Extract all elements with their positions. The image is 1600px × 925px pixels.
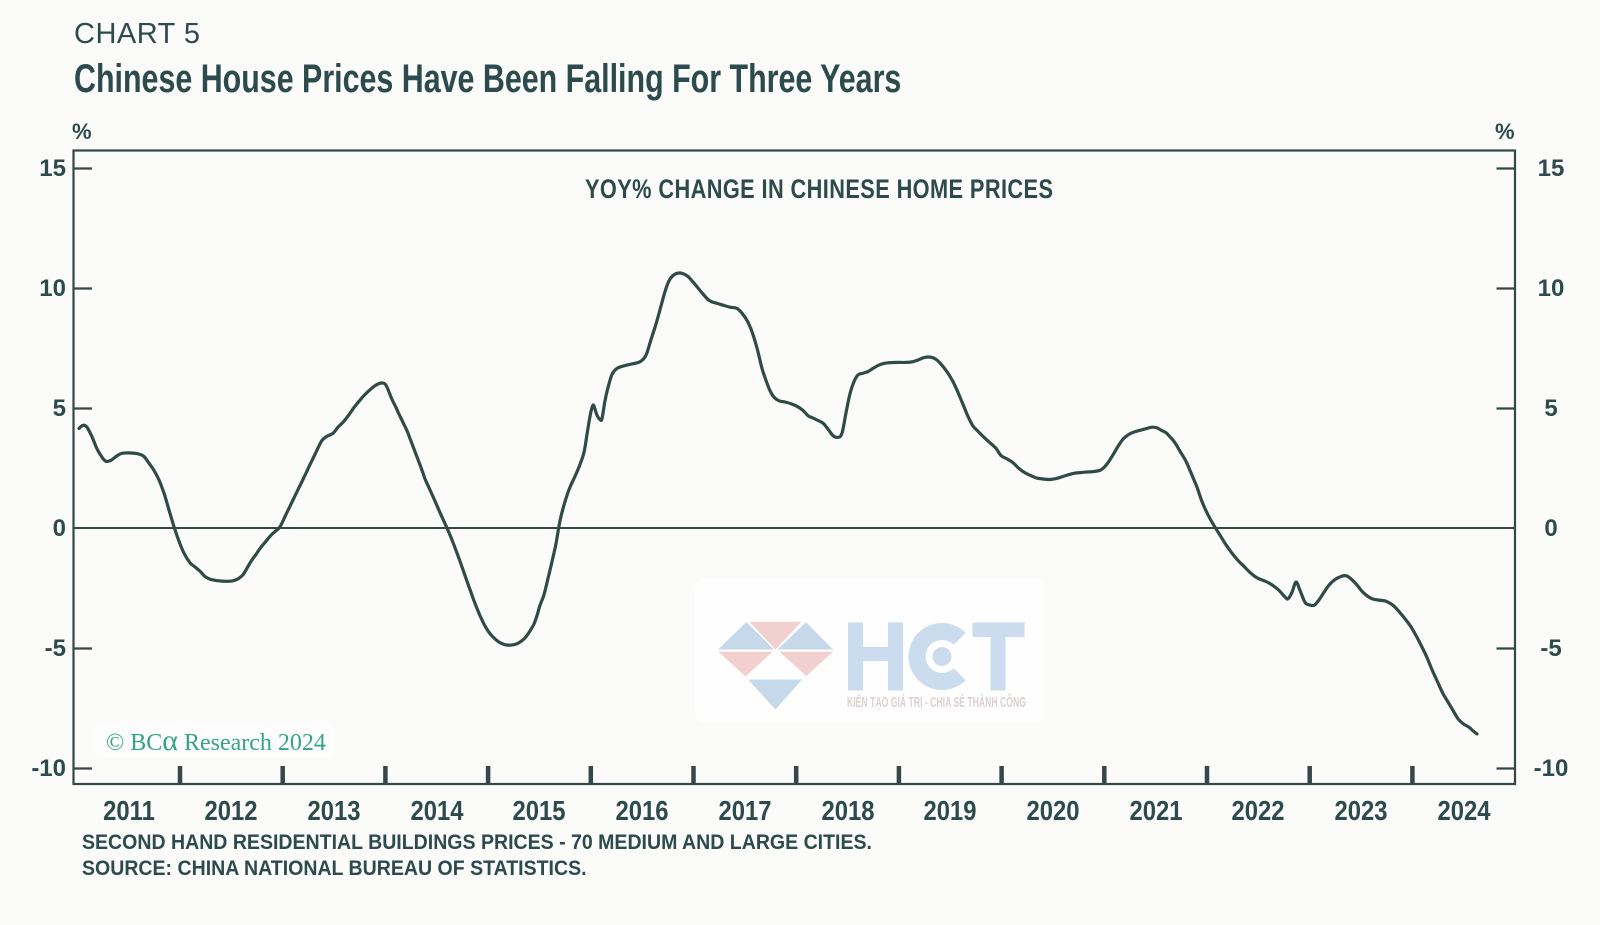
- svg-text:KIẾN TẠO GIÁ TRỊ - CHIA SẺ THÀ: KIẾN TẠO GIÁ TRỊ - CHIA SẺ THÀNH CÔNG: [847, 693, 1026, 711]
